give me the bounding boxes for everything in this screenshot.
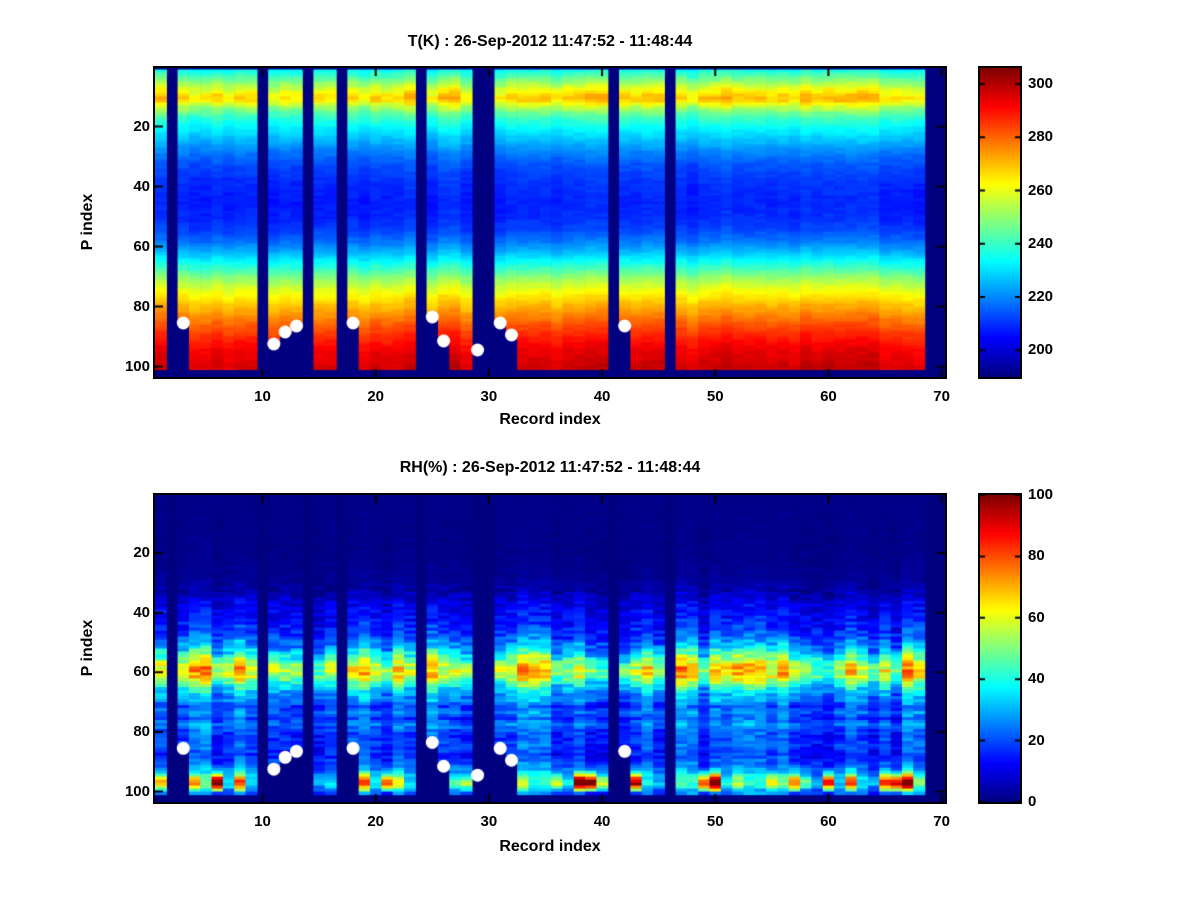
x-tick-label: 40 (593, 813, 611, 830)
temperature-ylabel: P index (79, 193, 96, 251)
y-tick-label: 60 (133, 237, 150, 255)
x-tick-label: 10 (254, 388, 271, 405)
colorbar-tick-label: 0 (1028, 793, 1037, 810)
humidity-ylabel: P index (79, 619, 96, 677)
temperature-xlabel: Record index (499, 411, 601, 428)
x-tick-label: 20 (367, 813, 385, 830)
y-tick-label: 80 (133, 722, 150, 740)
colorbar-tick-label: 100 (1028, 486, 1054, 503)
colorbar-tick-label: 40 (1028, 670, 1045, 688)
colorbar-tick-label: 300 (1028, 74, 1054, 92)
temperature-colorbar (978, 66, 1022, 379)
x-tick-label: 50 (706, 813, 724, 830)
x-tick-label: 10 (254, 813, 271, 830)
x-tick-label: 20 (367, 388, 385, 405)
colorbar-tick-label: 80 (1028, 547, 1045, 565)
humidity-heatmap-canvas (153, 493, 947, 804)
x-tick-label: 70 (933, 813, 950, 830)
y-tick-label: 40 (133, 603, 150, 621)
colorbar-tick-label: 280 (1028, 128, 1054, 146)
colorbar-tick-label: 200 (1028, 341, 1054, 359)
x-tick-label: 60 (820, 388, 837, 405)
y-tick-label: 80 (133, 297, 150, 315)
y-tick-label: 100 (124, 357, 150, 375)
temperature-title: T(K) : 26-Sep-2012 11:47:52 - 11:48:44 (407, 33, 693, 50)
humidity-title: RH(%) : 26-Sep-2012 11:47:52 - 11:48:44 (399, 459, 701, 476)
y-tick-label: 60 (133, 663, 150, 681)
y-tick-label: 40 (133, 177, 150, 195)
colorbar-tick-label: 60 (1028, 608, 1045, 626)
x-tick-label: 50 (706, 388, 724, 405)
y-tick-label: 20 (133, 544, 150, 562)
y-tick-label: 20 (133, 117, 150, 135)
y-tick-label: 100 (124, 782, 150, 800)
x-tick-label: 30 (480, 813, 498, 830)
x-tick-label: 30 (480, 388, 498, 405)
colorbar-tick-label: 20 (1028, 731, 1045, 749)
x-tick-label: 40 (593, 388, 611, 405)
colorbar-tick-label: 260 (1028, 181, 1054, 199)
humidity-colorbar (978, 493, 1022, 804)
x-tick-label: 60 (820, 813, 837, 830)
temperature-heatmap-canvas (153, 66, 947, 379)
colorbar-tick-label: 220 (1028, 288, 1054, 306)
x-tick-label: 70 (933, 388, 950, 405)
humidity-xlabel: Record index (499, 838, 601, 855)
colorbar-tick-label: 240 (1028, 234, 1054, 252)
